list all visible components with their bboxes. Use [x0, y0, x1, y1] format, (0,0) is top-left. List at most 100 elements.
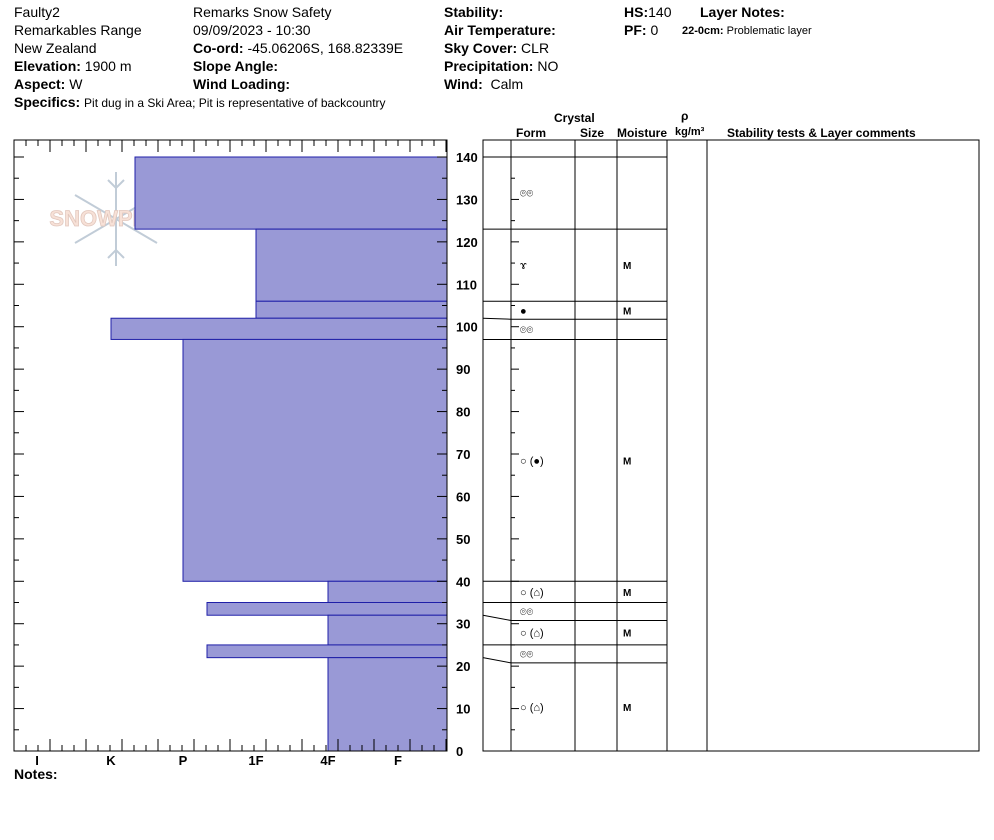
datetime: 09/09/2023 - 10:30	[193, 22, 311, 38]
hardness-bar-4	[182, 338, 448, 582]
depth-label-40: 40	[456, 574, 470, 589]
coord-value: -45.06206S, 168.82339E	[247, 40, 404, 56]
depth-label-50: 50	[456, 532, 470, 547]
depth-label-60: 60	[456, 489, 470, 504]
form-symbol-7: ○ (⌂)	[520, 628, 544, 640]
form-header: Form	[516, 126, 546, 140]
form-symbol-5: ○ (⌂)	[520, 587, 544, 599]
moisture-value-7: M	[623, 629, 631, 640]
pit-name: Faulty2	[14, 4, 60, 20]
depth-label-30: 30	[456, 617, 470, 632]
elevation: Elevation: 1900 m	[14, 57, 132, 75]
hardness-label-F: F	[394, 753, 402, 768]
form-symbol-4: ○ (●)	[520, 455, 544, 467]
hardness-bar-3	[110, 317, 448, 340]
hardness-label-4F: 4F	[320, 753, 335, 768]
hs-value: 140	[648, 4, 672, 20]
specifics-label: Specifics:	[14, 94, 81, 110]
pf: PF: 0	[624, 21, 658, 39]
form-symbol-9: ○ (⌂)	[520, 702, 544, 714]
size-header: Size	[580, 126, 605, 140]
moisture-value-5: M	[623, 588, 631, 599]
depth-label-20: 20	[456, 659, 470, 674]
specifics-value: Pit dug in a Ski Area; Pit is representa…	[84, 96, 386, 110]
depth-label-120: 120	[456, 235, 478, 250]
specifics: Specifics: Pit dug in a Ski Area; Pit is…	[14, 93, 386, 112]
wind-value: Calm	[490, 76, 524, 92]
depth-label-100: 100	[456, 320, 478, 335]
boundary-connector-7	[482, 614, 512, 621]
aspect-label: Aspect:	[14, 76, 66, 92]
hardness-label-P: P	[179, 753, 188, 768]
hardness-bar-6	[206, 602, 448, 616]
precipitation: Precipitation: NO	[444, 57, 558, 75]
hardness-bar-1	[255, 228, 448, 302]
wind: Wind: Calm	[444, 75, 523, 93]
moisture-value-9: M	[623, 703, 631, 714]
layer-note-text: Problematic layer	[726, 25, 812, 37]
notes: Notes:	[14, 765, 58, 783]
notes-label: Notes:	[14, 766, 58, 782]
pf-label: PF:	[624, 22, 647, 38]
elevation-value: 1900 m	[84, 58, 132, 74]
moisture-header: Moisture	[617, 126, 668, 140]
stability: Stability:	[444, 3, 503, 21]
boundary-connector-3	[482, 317, 512, 320]
hardness-label-K: K	[106, 753, 116, 768]
hardness-bar-2	[255, 300, 448, 319]
form-symbol-1: ɤ	[520, 260, 527, 272]
hs: HS:140	[624, 3, 671, 21]
pf-value: 0	[650, 22, 659, 38]
elevation-label: Elevation:	[14, 58, 81, 74]
form-symbol-8: ⌾⌾	[520, 649, 534, 661]
sky-value: CLR	[521, 40, 550, 56]
aspect-value: W	[69, 76, 83, 92]
depth-label-130: 130	[456, 192, 478, 207]
wind-loading-label: Wind Loading:	[193, 76, 291, 92]
hardness-bar-0	[134, 156, 448, 230]
depth-label-90: 90	[456, 362, 470, 377]
boundary-connector-9	[482, 657, 512, 664]
slope-label: Slope Angle:	[193, 58, 279, 74]
layer-notes-label: Layer Notes:	[700, 4, 785, 20]
form-symbol-2: ●	[520, 305, 527, 317]
depth-label-80: 80	[456, 405, 470, 420]
moisture-value-2: M	[623, 306, 631, 317]
layer-note: 22-0cm: Problematic layer	[682, 22, 812, 40]
country-name: New Zealand	[14, 40, 97, 56]
wind-label: Wind:	[444, 76, 483, 92]
form-symbol-6: ⌾⌾	[520, 607, 534, 619]
hardness-bar-7	[327, 614, 448, 646]
observer: Remarks Snow Safety	[193, 4, 332, 20]
depth-label-0: 0	[456, 744, 463, 759]
hardness-bar-8	[206, 644, 448, 659]
hardness-bar-9	[327, 657, 448, 752]
coordinates: Co-ord: -45.06206S, 168.82339E	[193, 39, 403, 57]
depth-label-10: 10	[456, 702, 470, 717]
layer-notes: Layer Notes:	[700, 3, 785, 21]
moisture-value-1: M	[623, 261, 631, 272]
sky-cover: Sky Cover: CLR	[444, 39, 549, 57]
aspect: Aspect: W	[14, 75, 82, 93]
hs-label: HS:	[624, 4, 649, 20]
rho-header: ρ	[681, 109, 689, 123]
depth-label-70: 70	[456, 447, 470, 462]
depth-label-110: 110	[456, 277, 477, 292]
stability-label: Stability:	[444, 4, 504, 20]
layer-table-frame	[482, 139, 980, 752]
hardness-bar-5	[327, 580, 448, 603]
depth-label-140: 140	[456, 150, 478, 165]
density-unit-header: kg/m³	[675, 126, 705, 138]
precip-value: NO	[537, 58, 559, 74]
range-name: Remarkables Range	[14, 22, 142, 38]
sky-label: Sky Cover:	[444, 40, 518, 56]
precip-label: Precipitation:	[444, 58, 534, 74]
hardness-label-I: I	[35, 753, 39, 768]
hardness-label-1F: 1F	[248, 753, 263, 768]
layer-note-depth: 22-0cm:	[682, 25, 724, 37]
slope-angle: Slope Angle:	[193, 57, 278, 75]
moisture-value-4: M	[623, 456, 631, 467]
crystal-header: Crystal	[554, 111, 595, 125]
stability-tests-header: Stability tests & Layer comments	[727, 126, 916, 140]
